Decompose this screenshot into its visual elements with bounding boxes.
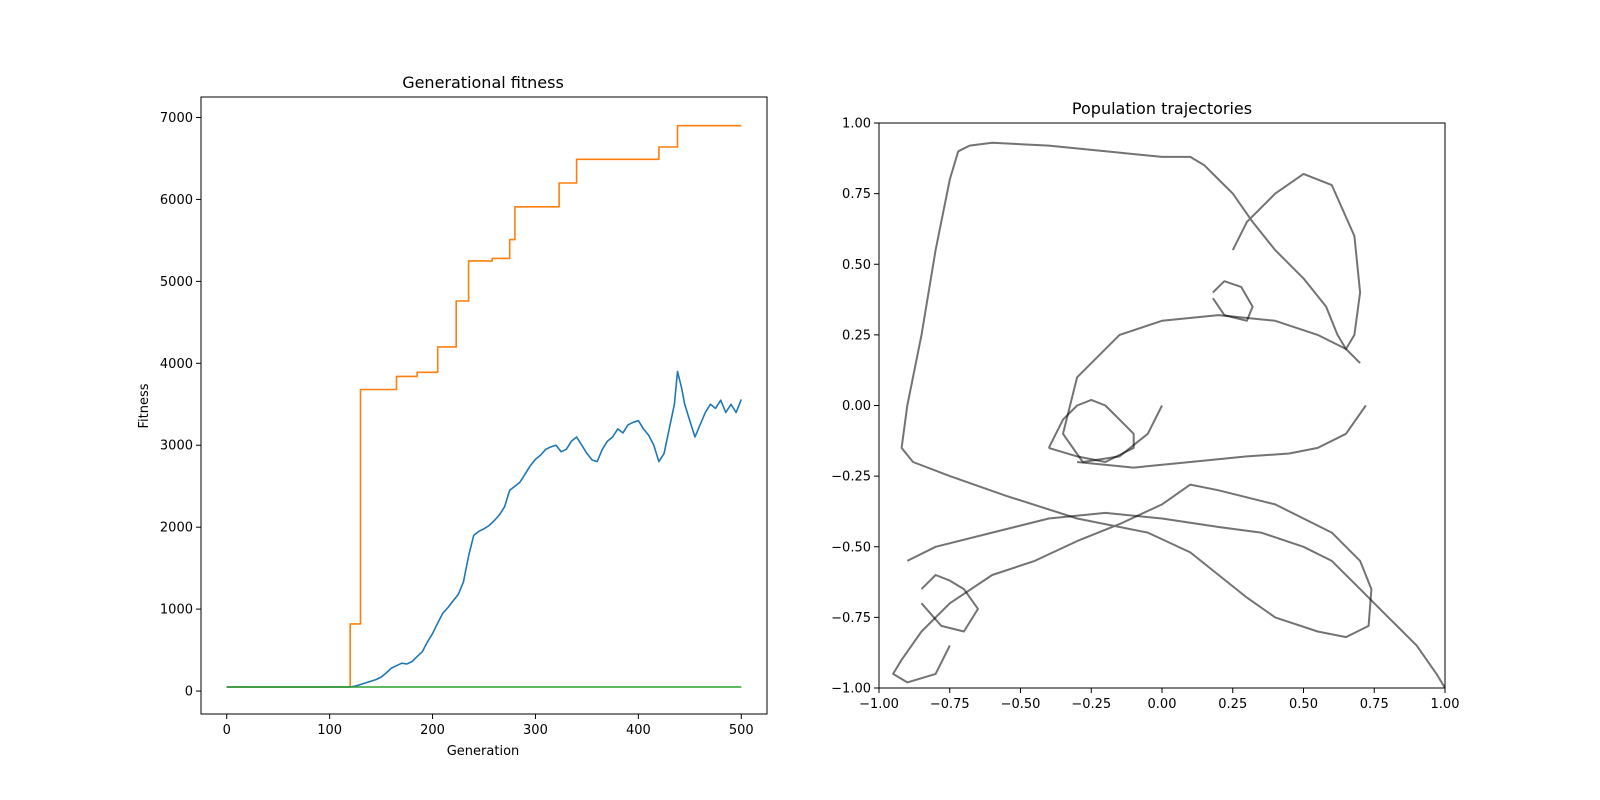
y-tick-label: 1000 bbox=[160, 603, 193, 618]
fitness-x-ticks: 0 100 200 300 400 500 bbox=[223, 714, 754, 738]
x-tick-label: 0.00 bbox=[1148, 697, 1177, 712]
x-tick-label: −1.00 bbox=[859, 697, 899, 712]
y-tick-label: 1.00 bbox=[842, 117, 871, 132]
y-tick-label: 7000 bbox=[160, 111, 193, 126]
y-tick-label: 0.75 bbox=[842, 187, 871, 202]
y-tick-label: −1.00 bbox=[831, 682, 871, 697]
x-tick-label: 1.00 bbox=[1431, 697, 1460, 712]
y-tick-label: 4000 bbox=[160, 357, 193, 372]
fitness-chart: Generational fitness 0 100 200 300 400 500 0 1… bbox=[137, 73, 768, 759]
x-tick-label: 0.50 bbox=[1289, 697, 1318, 712]
fitness-chart-title: Generational fitness bbox=[402, 73, 564, 92]
x-tick-label: 500 bbox=[729, 723, 754, 738]
trajectories-x-ticks: −1.00 −0.75 −0.50 −0.25 0.00 0.25 0.50 0.75 1.00 bbox=[859, 688, 1459, 712]
trajectories-series-group bbox=[892, 141, 1445, 688]
trajectories-y-ticks: −1.00 −0.75 −0.50 −0.25 0.00 0.25 0.50 0.75 1.00 bbox=[831, 117, 879, 697]
x-tick-label: −0.25 bbox=[1071, 697, 1111, 712]
fitness-series-line-1 bbox=[226, 370, 743, 688]
trajectory-line-7 bbox=[1077, 404, 1367, 469]
x-tick-label: 400 bbox=[626, 723, 651, 738]
trajectory-line-2 bbox=[957, 141, 1362, 350]
y-tick-label: 0 bbox=[185, 685, 193, 700]
fitness-series-group bbox=[226, 124, 743, 688]
fitness-y-ticks: 0 1000 2000 3000 4000 5000 6000 7000 bbox=[160, 111, 201, 700]
y-tick-label: 0.25 bbox=[842, 328, 871, 343]
x-tick-label: 0 bbox=[223, 723, 231, 738]
trajectory-line-4 bbox=[1047, 398, 1135, 463]
y-tick-label: 5000 bbox=[160, 275, 193, 290]
y-tick-label: −0.75 bbox=[831, 611, 871, 626]
fitness-x-axis-label: Generation bbox=[447, 744, 520, 759]
y-tick-label: 2000 bbox=[160, 521, 193, 536]
trajectory-line-3 bbox=[1062, 314, 1361, 463]
y-tick-label: 0.00 bbox=[842, 399, 871, 414]
x-tick-label: −0.75 bbox=[930, 697, 970, 712]
trajectory-line-0 bbox=[892, 151, 1373, 684]
x-tick-label: 100 bbox=[317, 723, 342, 738]
x-tick-label: 0.25 bbox=[1218, 697, 1247, 712]
fitness-plot-frame bbox=[200, 96, 768, 715]
x-tick-label: −0.50 bbox=[1001, 697, 1041, 712]
trajectories-chart: Population trajectories −1.00 −0.75 −0.50−… bbox=[831, 99, 1459, 712]
trajectory-line-1 bbox=[906, 511, 1445, 688]
x-tick-label: 0.75 bbox=[1360, 697, 1389, 712]
y-tick-label: 0.50 bbox=[842, 258, 871, 273]
trajectory-line-6 bbox=[1212, 280, 1254, 322]
trajectories-chart-title: Population trajectories bbox=[1072, 99, 1252, 118]
x-tick-label: 300 bbox=[523, 723, 548, 738]
y-tick-label: 3000 bbox=[160, 439, 193, 454]
y-tick-label: −0.25 bbox=[831, 470, 871, 485]
fitness-series-line-0 bbox=[226, 124, 742, 688]
y-tick-label: 6000 bbox=[160, 193, 193, 208]
fitness-y-axis-label: Fitness bbox=[137, 383, 152, 428]
trajectory-line-5 bbox=[920, 574, 979, 633]
x-tick-label: 200 bbox=[420, 723, 445, 738]
y-tick-label: −0.50 bbox=[831, 540, 871, 555]
